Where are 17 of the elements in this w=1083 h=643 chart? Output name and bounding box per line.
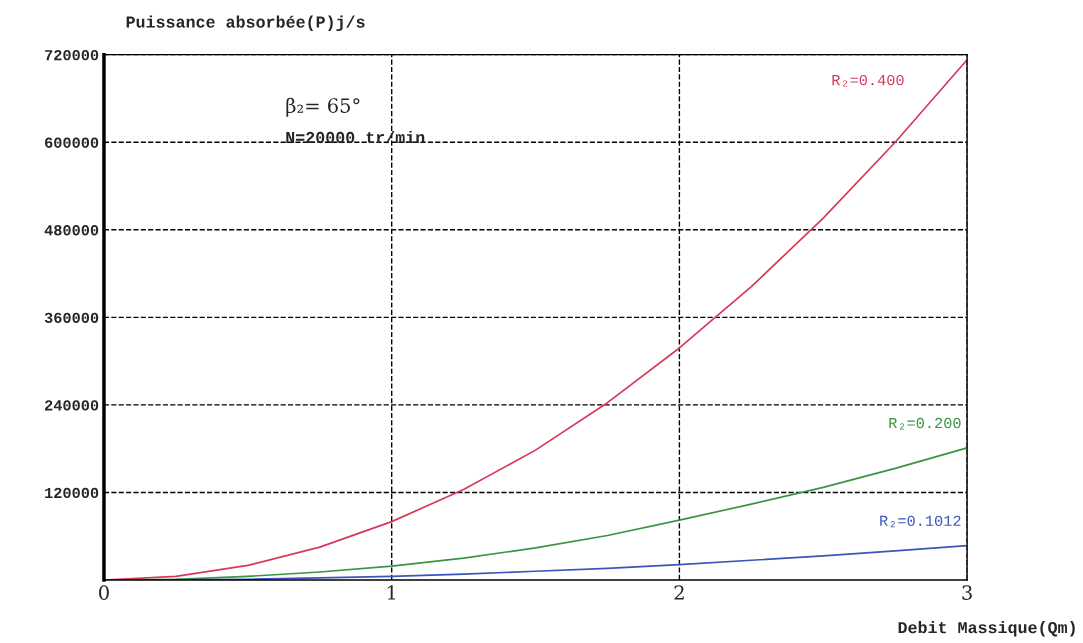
- annotation: N=20000 tr/min: [286, 130, 425, 144]
- y-axis-title: Puissance absorbée(P)j/s: [126, 15, 365, 32]
- series-label: R₂=0.1012: [880, 515, 961, 528]
- y-tick-label: 480000: [44, 225, 99, 236]
- y-tick-label: 240000: [45, 400, 99, 411]
- y-tick-label: 600000: [45, 137, 99, 148]
- series-label: R₂=0.400: [832, 74, 904, 87]
- series-label: R₂=0.200: [889, 417, 961, 430]
- annotation: β₂= 65°: [286, 97, 360, 117]
- y-tick-label: 360000: [44, 312, 99, 324]
- y-tick-label: 120000: [45, 487, 99, 499]
- x-tick-label: 2: [674, 585, 684, 600]
- x-tick-label: 0: [99, 585, 109, 600]
- x-tick-label: 3: [962, 585, 972, 600]
- x-tick-label: 1: [387, 585, 396, 600]
- x-axis-title: Debit Massique(Qm): [898, 621, 1075, 637]
- y-tick-label: 720000: [45, 49, 99, 61]
